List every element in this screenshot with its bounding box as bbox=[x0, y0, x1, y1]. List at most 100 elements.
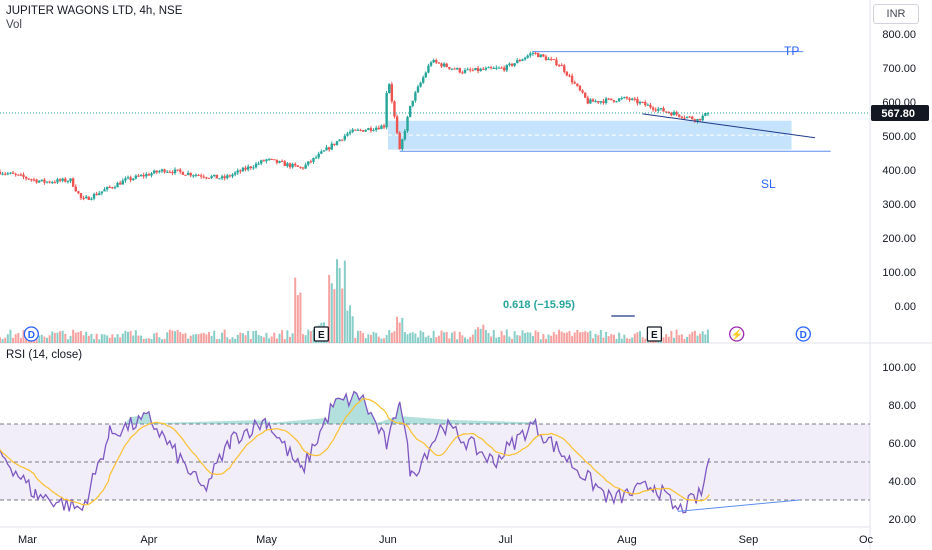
candle-body bbox=[678, 114, 681, 117]
volume-bar bbox=[450, 332, 453, 343]
last-price-label: 567.80 bbox=[881, 108, 915, 120]
volume-bar bbox=[210, 335, 213, 343]
candle-body bbox=[662, 108, 665, 112]
volume-bar bbox=[72, 329, 75, 343]
volume-bar bbox=[620, 338, 623, 343]
volume-bar bbox=[505, 329, 508, 343]
candle-body bbox=[594, 101, 597, 103]
volume-bar bbox=[482, 324, 485, 343]
candle-body bbox=[654, 109, 657, 111]
event-marker-circle bbox=[795, 326, 811, 342]
candle-body bbox=[77, 191, 80, 194]
volume-bar bbox=[427, 335, 430, 343]
volume-bar bbox=[247, 330, 250, 343]
volume-bar bbox=[286, 330, 289, 343]
candle-body bbox=[529, 53, 532, 56]
candle-body bbox=[134, 175, 138, 179]
volume-bar bbox=[241, 333, 244, 343]
candle-body bbox=[296, 165, 300, 167]
candle-body bbox=[617, 98, 621, 102]
volume-bar bbox=[341, 288, 344, 343]
candle-body bbox=[369, 128, 373, 131]
volume-bar bbox=[56, 332, 59, 343]
candle-body bbox=[581, 90, 584, 93]
candle-body bbox=[411, 100, 414, 106]
volume-bar bbox=[383, 338, 386, 343]
candle-body bbox=[461, 72, 464, 74]
volume-bar bbox=[586, 332, 589, 343]
rsi-tick-label: 20.00 bbox=[888, 514, 916, 526]
volume-bar bbox=[680, 334, 683, 343]
volume-bar bbox=[492, 329, 495, 343]
volume-bar bbox=[704, 334, 707, 343]
candle-body bbox=[393, 101, 396, 117]
volume-bar bbox=[539, 339, 542, 343]
demand-zone bbox=[387, 120, 792, 150]
candle-body bbox=[382, 125, 386, 128]
volume-bar bbox=[618, 332, 621, 343]
volume-bar bbox=[411, 332, 414, 343]
volume-bar bbox=[474, 329, 477, 343]
volume-bar bbox=[544, 338, 547, 343]
candle-body bbox=[181, 171, 185, 175]
volume-bar bbox=[61, 330, 64, 343]
volume-bar bbox=[1, 338, 4, 343]
candle-body bbox=[518, 60, 522, 62]
volume-bar bbox=[531, 335, 534, 343]
volume-bar bbox=[644, 338, 647, 343]
volume-bar bbox=[466, 339, 469, 343]
time-tick-label: Aug bbox=[617, 534, 637, 546]
volume-bar bbox=[469, 337, 472, 343]
volume-bar bbox=[93, 339, 96, 343]
volume-bar bbox=[116, 334, 119, 343]
volume-bar bbox=[150, 338, 153, 343]
time-tick-label: Sep bbox=[739, 534, 759, 546]
candle-body bbox=[502, 67, 506, 71]
volume-bar bbox=[14, 334, 17, 343]
candle-body bbox=[260, 160, 263, 164]
candle-body bbox=[22, 174, 25, 177]
volume-bar bbox=[552, 332, 555, 343]
candle-body bbox=[424, 72, 428, 78]
candle-body bbox=[469, 69, 472, 71]
volume-bar bbox=[265, 332, 268, 343]
candle-body bbox=[98, 193, 101, 196]
volume-bar bbox=[686, 336, 689, 343]
candle-body bbox=[500, 67, 503, 69]
volume-bar bbox=[82, 335, 85, 343]
rsi-tick-label: 40.00 bbox=[888, 476, 916, 488]
volume-bar bbox=[158, 337, 161, 343]
volume-bar bbox=[422, 332, 425, 343]
volume-bar bbox=[330, 283, 333, 343]
volume-bar bbox=[268, 338, 271, 343]
volume-bar bbox=[304, 335, 307, 343]
volume-bar bbox=[307, 329, 310, 343]
candle-body bbox=[301, 167, 305, 169]
candle-body bbox=[466, 69, 469, 71]
candle-body bbox=[367, 128, 370, 131]
event-marker-label: D bbox=[28, 330, 35, 341]
currency-button[interactable]: INR bbox=[873, 4, 919, 24]
candle-body bbox=[552, 59, 556, 61]
candle-body bbox=[693, 119, 697, 122]
volume-bar bbox=[396, 316, 399, 343]
event-markers: D E E ⚡ D bbox=[23, 326, 811, 342]
candle-body bbox=[516, 60, 519, 64]
sl-label: SL bbox=[761, 177, 776, 191]
volume-bar bbox=[369, 334, 372, 343]
candle-body bbox=[453, 68, 456, 70]
candle-body bbox=[338, 139, 341, 142]
candle-body bbox=[314, 157, 318, 159]
candle-body bbox=[651, 107, 655, 110]
candle-body bbox=[597, 101, 600, 103]
volume-bar bbox=[163, 338, 166, 343]
volume-bar bbox=[607, 336, 610, 343]
volume-bar bbox=[184, 333, 187, 343]
volume-bar bbox=[424, 337, 427, 343]
volume-bar bbox=[66, 339, 69, 343]
candle-body bbox=[659, 108, 663, 110]
volume-bar bbox=[573, 332, 576, 343]
volume-bar bbox=[456, 339, 459, 343]
volume-bar bbox=[443, 332, 446, 343]
candle-body bbox=[487, 67, 490, 69]
